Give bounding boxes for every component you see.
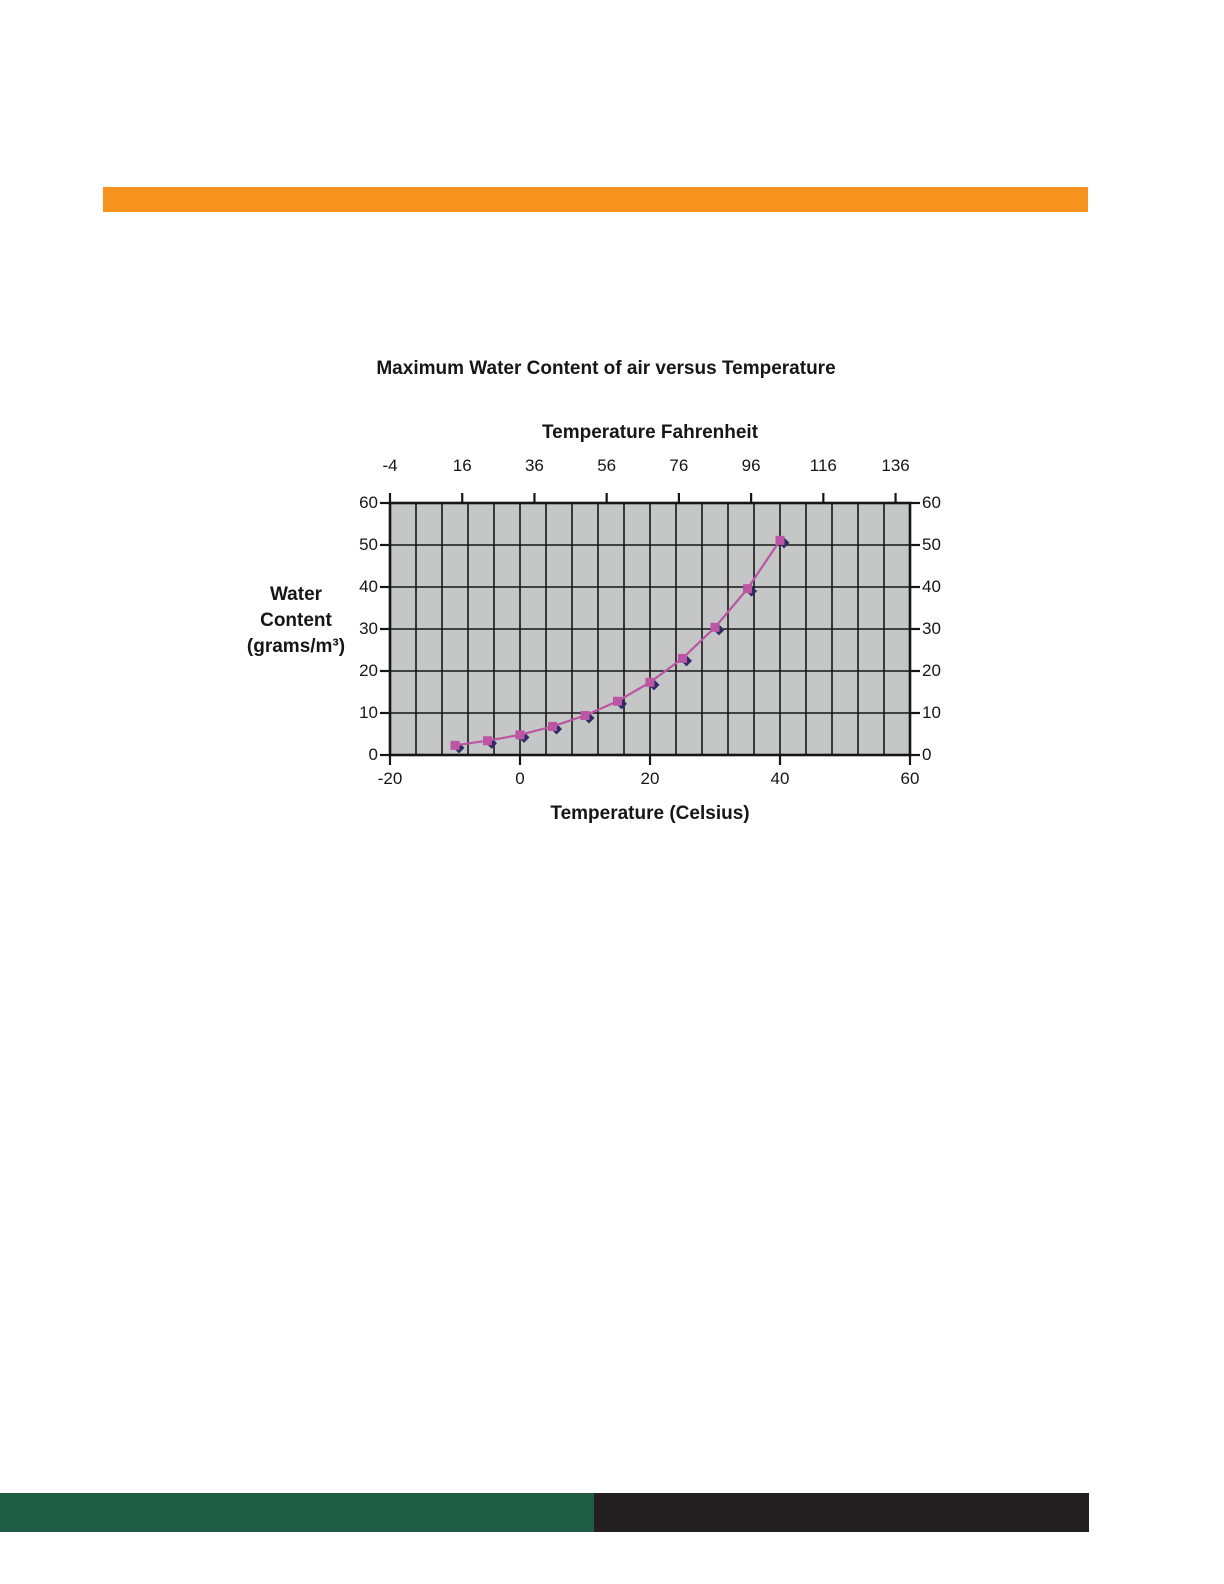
left-y-tick-label: 60	[359, 493, 378, 512]
top-axis-title: Temperature Fahrenheit	[541, 422, 759, 443]
left-y-tick-label: 20	[359, 661, 378, 680]
top-accent-bar	[103, 187, 1088, 212]
bottom-x-tick-label: 40	[770, 769, 790, 788]
right-y-tick-label: 10	[922, 703, 941, 722]
top-x-tick-label: 56	[597, 456, 617, 475]
left-y-tick-label: 30	[359, 619, 378, 638]
top-x-tick-label: 116	[809, 456, 837, 475]
chart-title: Maximum Water Content of air versus Temp…	[376, 358, 836, 379]
bottom-x-tick-label: 20	[640, 769, 660, 788]
y-axis-title-line3: (grams/m³)	[246, 636, 346, 657]
plot-area	[380, 493, 920, 765]
right-y-tick-label: 0	[922, 745, 932, 764]
y-axis-title-line2: Content	[260, 610, 332, 631]
left-y-tick-label: 50	[359, 535, 378, 554]
right-y-tick-label: 30	[922, 619, 941, 638]
bottom-axis-title: Temperature (Celsius)	[550, 803, 750, 824]
left-y-tick-label: 10	[359, 703, 378, 722]
right-y-tick-label: 60	[922, 493, 941, 512]
top-x-tick-label: 16	[452, 456, 472, 475]
top-x-tick-label: 76	[669, 456, 689, 475]
footer-left-accent-bar	[0, 1493, 594, 1532]
top-x-tick-label: -4	[382, 456, 398, 475]
bottom-x-tick-label: 60	[900, 769, 920, 788]
y-axis-title: Water Content (grams/m³)	[240, 582, 352, 660]
left-y-tick-label: 40	[359, 577, 378, 596]
bottom-x-tick-label: 0	[515, 769, 525, 788]
right-y-tick-label: 20	[922, 661, 941, 680]
right-y-tick-label: 40	[922, 577, 941, 596]
right-y-tick-label: 50	[922, 535, 941, 554]
y-axis-title-line1: Water	[269, 584, 323, 605]
footer-right-accent-bar	[594, 1493, 1089, 1532]
left-y-tick-label: 0	[368, 745, 378, 764]
top-x-tick-label: 36	[524, 456, 544, 475]
top-x-tick-label: 96	[741, 456, 761, 475]
water-content-chart: Maximum Water Content of air versus Temp…	[240, 350, 980, 840]
top-x-tick-label: 136	[881, 456, 910, 475]
bottom-x-tick-label: -20	[377, 769, 403, 788]
